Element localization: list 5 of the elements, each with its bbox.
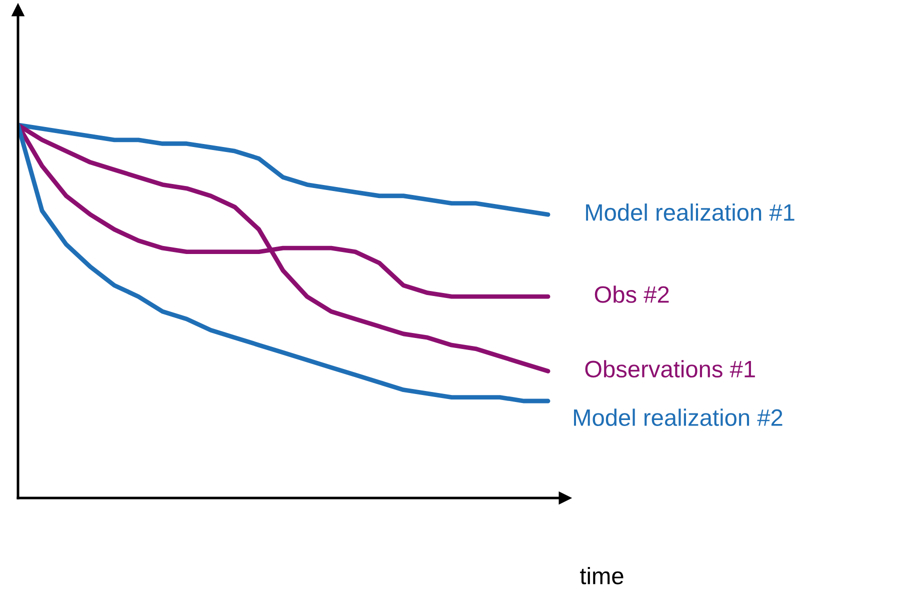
series-label: Model realization #1 xyxy=(586,204,794,221)
series-label: Model realization #2 xyxy=(574,408,782,426)
x-axis-title: time xyxy=(580,566,624,584)
series-label: Obs #2 xyxy=(594,286,669,303)
series-label: Observations #1 xyxy=(585,360,755,378)
